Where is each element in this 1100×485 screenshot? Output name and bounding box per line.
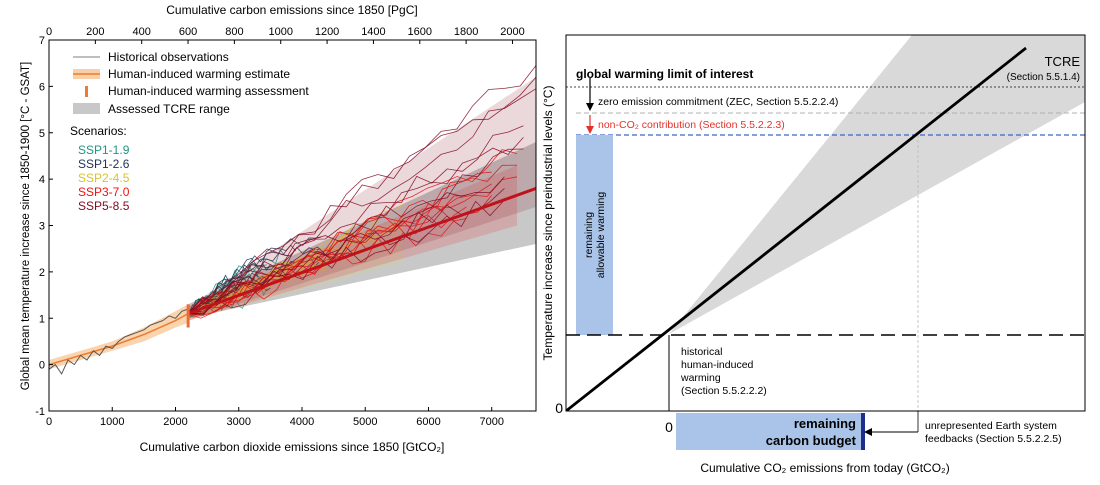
tcre-uncertainty-wedge [669,35,1085,334]
x-tick-label: 6000 [416,416,440,428]
feedback-label-line2: feedbacks (Section 5.5.2.2.5) [925,433,1062,445]
scenario-fan-ssp5-85 [188,77,536,321]
remaining-warming-bar [576,135,613,335]
legend-label-historical: Historical observations [108,50,229,64]
right-origin-y-label: 0 [555,400,563,416]
x-tick-label: 7000 [479,416,503,428]
right-plot-area [566,35,1085,411]
x-tick-label: 1000 [100,416,124,428]
top-tick-label: 800 [225,26,243,38]
remaining-warming-label-line2: allowable warming [595,192,607,279]
left-bottom-axis-title: Cumulative carbon dioxide emissions sinc… [140,440,445,454]
y-tick-label: 4 [39,174,45,186]
top-tick-label: 1200 [315,26,339,38]
human-induced-line [49,312,189,366]
scenario-line-ssp5-85 [187,188,505,314]
y-tick-label: 0 [39,360,45,372]
scenario-line-ssp3-70 [188,149,518,314]
top-tick-label: 2000 [500,26,524,38]
right-x-axis-title: Cumulative CO₂ emissions from today (GtC… [700,461,949,475]
left-chart-data-layer [49,65,536,375]
historical-label-line1: historical [681,346,722,358]
legend-label-estimate: Human-induced warming estimate [108,67,290,81]
legend-swatch-tcre [73,103,100,114]
left-legend: Historical observations Human-induced wa… [70,50,309,213]
scenario-line-ssp3-70 [187,195,467,314]
legend-swatch-assessment [85,86,88,97]
top-tick-label: 0 [46,26,52,38]
x-tick-label: 5000 [353,416,377,428]
top-tick-label: 600 [179,26,197,38]
left-chart: 0 1000 2000 3000 4000 5000 6000 7000-1012345670… [20,3,537,454]
tcre-line [566,46,1027,411]
scenario-line-ssp1-19 [187,248,290,314]
warming-limit-label: global warming limit of interest [576,67,753,81]
scenario-label-ssp1-19: SSP1-1.9 [78,143,130,157]
nonco2-label: non-CO₂ contribution (Section 5.5.2.2.3) [598,119,785,131]
budget-label-line2: carbon budget [766,433,857,448]
y-tick-label: 2 [39,267,45,279]
x-tick-label: 0 [46,416,52,428]
right-y-axis-title: Temperature increase since preindustrial… [541,86,555,361]
scenario-label-ssp5-85: SSP5-8.5 [78,199,130,213]
tcre-section-label: (Section 5.5.1.4) [1007,72,1080,83]
legend-label-assessment: Human-induced warming assessment [108,84,309,98]
right-chart: 0 0 TCRE (Section 5.5.1.4) global warmin… [541,34,1086,475]
budget-label-line1: remaining [794,416,856,431]
scenario-line-ssp5-85 [188,65,536,314]
legend-label-tcre: Assessed TCRE range [108,102,230,116]
top-tick-label: 1800 [454,26,478,38]
top-tick-label: 400 [133,26,151,38]
historical-observations-line [49,308,189,375]
x-tick-label: 3000 [226,416,250,428]
scenario-line-ssp5-85 [187,148,524,314]
right-plot-frame [565,34,1086,412]
remaining-warming-label-line1: remaining [583,212,595,258]
zec-label: zero emission commitment (ZEC, Section 5… [598,96,838,108]
top-tick-label: 1000 [268,26,292,38]
scenario-label-ssp1-26: SSP1-2.6 [78,157,130,171]
scenario-line-ssp5-85 [188,125,524,314]
scenario-line-ssp2-45 [187,255,353,314]
y-tick-label: 3 [39,221,45,233]
scenario-label-ssp2-45: SSP2-4.5 [78,171,130,185]
tcre-label: TCRE [1045,54,1081,69]
scenarios-heading: Scenarios: [70,124,127,138]
left-y-axis-title: Global mean temperature increase since 1… [20,62,32,390]
historical-label-line2: human-induced [681,359,754,371]
x-tick-label: 2000 [163,416,187,428]
historical-label-line4: (Section 5.5.2.2.2) [681,385,767,397]
left-top-axis-title: Cumulative carbon emissions since 1850 [… [166,3,417,17]
right-origin-x-label: 0 [665,419,673,435]
scenario-label-ssp3-70: SSP3-7.0 [78,185,130,199]
y-tick-label: -1 [35,406,45,418]
top-tick-label: 1400 [361,26,385,38]
feedback-label-line1: unrepresented Earth system [925,420,1057,432]
y-tick-label: 6 [39,81,45,93]
remaining-budget-edge [861,413,865,450]
y-tick-label: 5 [39,128,45,140]
historical-label-line3: warming [680,372,721,384]
zec-arrow-head [586,103,594,111]
feedback-arrow-head [864,428,872,436]
scenario-line-ssp5-85 [187,76,536,314]
y-tick-label: 7 [39,35,45,47]
nonco2-arrow-head [586,126,594,134]
central-trend-line [187,186,536,316]
scenario-line-ssp5-85 [188,88,536,314]
top-tick-label: 1600 [408,26,432,38]
x-tick-label: 4000 [290,416,314,428]
remaining-budget-bar [676,413,865,450]
human-induced-band [49,304,189,370]
left-axis-ticks: 0 1000 2000 3000 4000 5000 6000 7000-1012345670… [35,26,524,428]
y-tick-label: 1 [39,313,45,325]
top-tick-label: 200 [86,26,104,38]
